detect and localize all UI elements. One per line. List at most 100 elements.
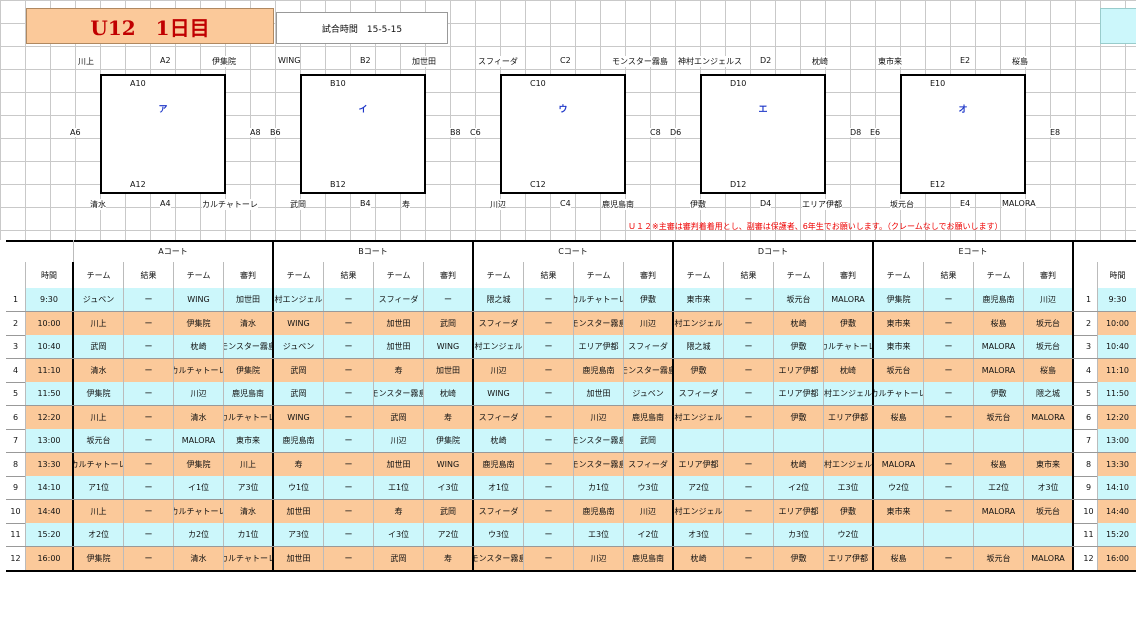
court-lower-label: 武岡 xyxy=(290,199,306,210)
referee-cell: 清水 xyxy=(224,499,274,523)
referee-cell: 加世田 xyxy=(424,358,474,382)
court-lower-label: A4 xyxy=(160,199,171,208)
result-cell: ー xyxy=(324,405,374,429)
referee-cell: カルチャトーレ xyxy=(824,335,874,358)
team-cell: カ3位 xyxy=(774,523,824,546)
court-upper-label: WING xyxy=(278,56,301,65)
team-cell: WING xyxy=(274,311,324,335)
table-row: 511:50伊集院ー川辺鹿児島南武岡ーモンスター霧島枕崎WINGー加世田ジュベン… xyxy=(6,382,1136,405)
court-upper-label: 神村エンジェルス xyxy=(678,56,742,67)
result-cell: ー xyxy=(524,476,574,499)
row-number: 9 xyxy=(6,476,26,499)
team-cell: 伊集院 xyxy=(174,311,224,335)
time-cell: 13:00 xyxy=(1098,429,1136,452)
team-cell: 東市来 xyxy=(874,499,924,523)
team-cell: エリア伊都 xyxy=(674,452,724,476)
result-cell: ー xyxy=(324,546,374,570)
referee-cell xyxy=(1024,523,1074,546)
result-cell: ー xyxy=(724,311,774,335)
row-number: 7 xyxy=(1080,429,1098,452)
row-num-header xyxy=(6,262,26,288)
row-number: 6 xyxy=(1080,405,1098,429)
result-header: 結果 xyxy=(924,262,974,288)
referee-cell: 伊敷 xyxy=(824,499,874,523)
court-bottom-label: C12 xyxy=(530,180,546,189)
team-cell: ジュベン xyxy=(74,288,124,311)
result-cell: ー xyxy=(524,382,574,405)
team-cell: MALORA xyxy=(974,335,1024,358)
team-cell: 伊集院 xyxy=(74,382,124,405)
referee-header: 審判 xyxy=(224,262,274,288)
referee-cell: 清水 xyxy=(224,311,274,335)
team-cell: 川辺 xyxy=(574,546,624,570)
table-header-row: 時間 チーム 結果 チーム 審判 チーム 結果 チーム 審判 チーム 結果 チーム 審判 チーム 結果 チーム… xyxy=(6,262,1136,288)
court-letter: ア xyxy=(158,105,168,115)
team-cell: 伊集院 xyxy=(174,452,224,476)
result-header: 結果 xyxy=(524,262,574,288)
result-cell: ー xyxy=(924,288,974,311)
court-letter: イ xyxy=(358,105,368,115)
team-cell: 枕崎 xyxy=(774,311,824,335)
referee-cell xyxy=(1024,429,1074,452)
team-cell: 寿 xyxy=(374,358,424,382)
team-cell: 伊敷 xyxy=(774,546,824,570)
referee-cell: 加世田 xyxy=(224,288,274,311)
referee-cell: ー xyxy=(424,288,474,311)
result-cell: ー xyxy=(524,523,574,546)
court-4: D10 エ D12 xyxy=(700,74,826,194)
result-cell: ー xyxy=(324,358,374,382)
referee-cell: 東市来 xyxy=(1024,452,1074,476)
referee-cell: スフィーダ xyxy=(624,335,674,358)
result-cell: ー xyxy=(324,429,374,452)
row-number: 5 xyxy=(6,382,26,405)
team-cell: 桜島 xyxy=(974,311,1024,335)
court-letter: エ xyxy=(758,105,768,115)
result-cell: ー xyxy=(924,452,974,476)
referee-cell: 枕崎 xyxy=(824,358,874,382)
team-cell xyxy=(974,523,1024,546)
team-cell: 加世田 xyxy=(374,452,424,476)
row-number: 8 xyxy=(6,452,26,476)
court-lower-label: C4 xyxy=(560,199,571,208)
court-lower-label: D4 xyxy=(760,199,772,208)
court-right-label: A8 xyxy=(250,128,261,137)
table-row: 1216:00伊集院ー清水カルチャトーレ加世田ー武岡寿モンスター霧島ー川辺鹿児島… xyxy=(6,546,1136,570)
team-header: チーム xyxy=(474,262,524,288)
result-cell xyxy=(724,429,774,452)
time-header: 時間 xyxy=(1098,262,1136,288)
result-cell: ー xyxy=(724,499,774,523)
team-cell: 川辺 xyxy=(574,405,624,429)
result-cell: ー xyxy=(524,358,574,382)
time-header: 時間 xyxy=(26,262,74,288)
table-top-border xyxy=(6,240,1136,242)
court-lower-label: エリア伊都 xyxy=(802,199,842,210)
team-cell: 坂元台 xyxy=(774,288,824,311)
team-cell: ア3位 xyxy=(274,523,324,546)
court-right-label: D8 xyxy=(850,128,862,137)
row-number: 3 xyxy=(6,335,26,358)
team-cell: スフィーダ xyxy=(674,382,724,405)
team-cell: エリア伊都 xyxy=(774,382,824,405)
result-cell: ー xyxy=(124,452,174,476)
referee-cell: イ2位 xyxy=(624,523,674,546)
row-number: 2 xyxy=(6,311,26,335)
result-cell: ー xyxy=(324,382,374,405)
team-cell: モンスター霧島 xyxy=(574,311,624,335)
referee-cell: 武岡 xyxy=(424,499,474,523)
row-number: 4 xyxy=(1080,358,1098,382)
team-cell: 伊集院 xyxy=(874,288,924,311)
team-header: チーム xyxy=(274,262,324,288)
court-top-label: B10 xyxy=(330,79,346,88)
court-bottom-label: D12 xyxy=(730,180,747,189)
team-cell: 伊敷 xyxy=(674,358,724,382)
team-cell: 武岡 xyxy=(274,358,324,382)
time-cell: 10:00 xyxy=(26,311,74,335)
result-header: 結果 xyxy=(724,262,774,288)
table-row: 310:40武岡ー枕崎モンスター霧島ジュベンー加世田WING神村エンジェルスーエ… xyxy=(6,335,1136,358)
court-lower-label: 清水 xyxy=(90,199,106,210)
team-cell: カルチャトーレ xyxy=(174,499,224,523)
time-cell: 11:10 xyxy=(1098,358,1136,382)
result-cell: ー xyxy=(124,335,174,358)
referee-note: Ｕ１２※主審は審判着着用とし、副審は保護者、6年生でお願いします。（クレームなし… xyxy=(628,222,1003,231)
time-cell: 14:40 xyxy=(26,499,74,523)
